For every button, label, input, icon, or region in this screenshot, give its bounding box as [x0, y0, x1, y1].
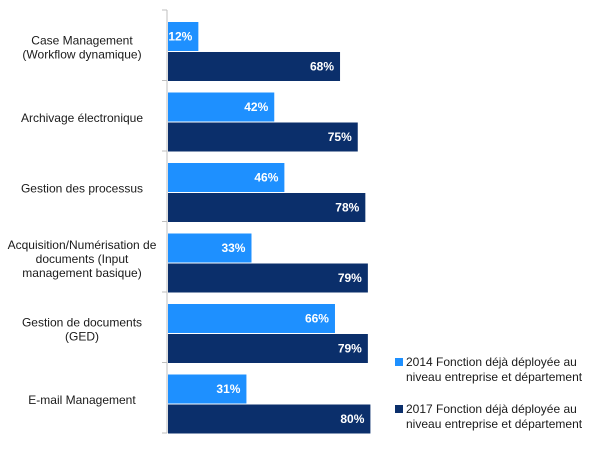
bar-value-label: 66%	[305, 312, 329, 326]
bar-value-label: 68%	[310, 60, 334, 74]
bar-value-label: 75%	[328, 130, 352, 144]
legend-label-2014: 2014 Fonction déjà déployée au niveau ent…	[406, 355, 583, 384]
category-label: E-mail Management	[28, 393, 136, 407]
category-label: Acquisition/Numérisation de documents (In…	[8, 238, 157, 280]
category-label: Case Management (Workflow dynamique)	[22, 33, 141, 61]
bar-value-label: 31%	[216, 382, 240, 396]
bar-value-label: 12%	[168, 30, 192, 44]
bar-value-label: 79%	[338, 271, 362, 285]
bar-2014	[168, 163, 285, 192]
category-label: Gestion de documents (GED)	[22, 315, 142, 343]
category-label: Gestion des processus	[21, 181, 143, 195]
bar-2017	[168, 122, 358, 152]
bar-2017	[168, 404, 371, 434]
bar-value-label: 78%	[335, 201, 359, 215]
legend-swatch-2014	[395, 358, 403, 366]
bar-2014	[168, 233, 252, 263]
bar-2014	[168, 22, 199, 51]
bar-2014	[168, 374, 247, 404]
bar-2017	[168, 334, 368, 363]
bar-value-label: 46%	[254, 171, 278, 185]
bar-2017	[168, 52, 341, 81]
category-label: Archivage électronique	[21, 111, 143, 125]
bar-value-label: 79%	[338, 342, 362, 356]
bar-2017	[168, 193, 366, 222]
bar-value-label: 33%	[221, 241, 245, 255]
legend-label-2017: 2017 Fonction déjà déployée au niveau ent…	[406, 402, 583, 431]
bar-2014	[168, 92, 275, 122]
legend-swatch-2017	[395, 405, 403, 413]
bar-2017	[168, 263, 368, 293]
bar-2014	[168, 304, 335, 333]
bar-value-label: 80%	[340, 412, 364, 426]
bar-value-label: 42%	[244, 100, 268, 114]
